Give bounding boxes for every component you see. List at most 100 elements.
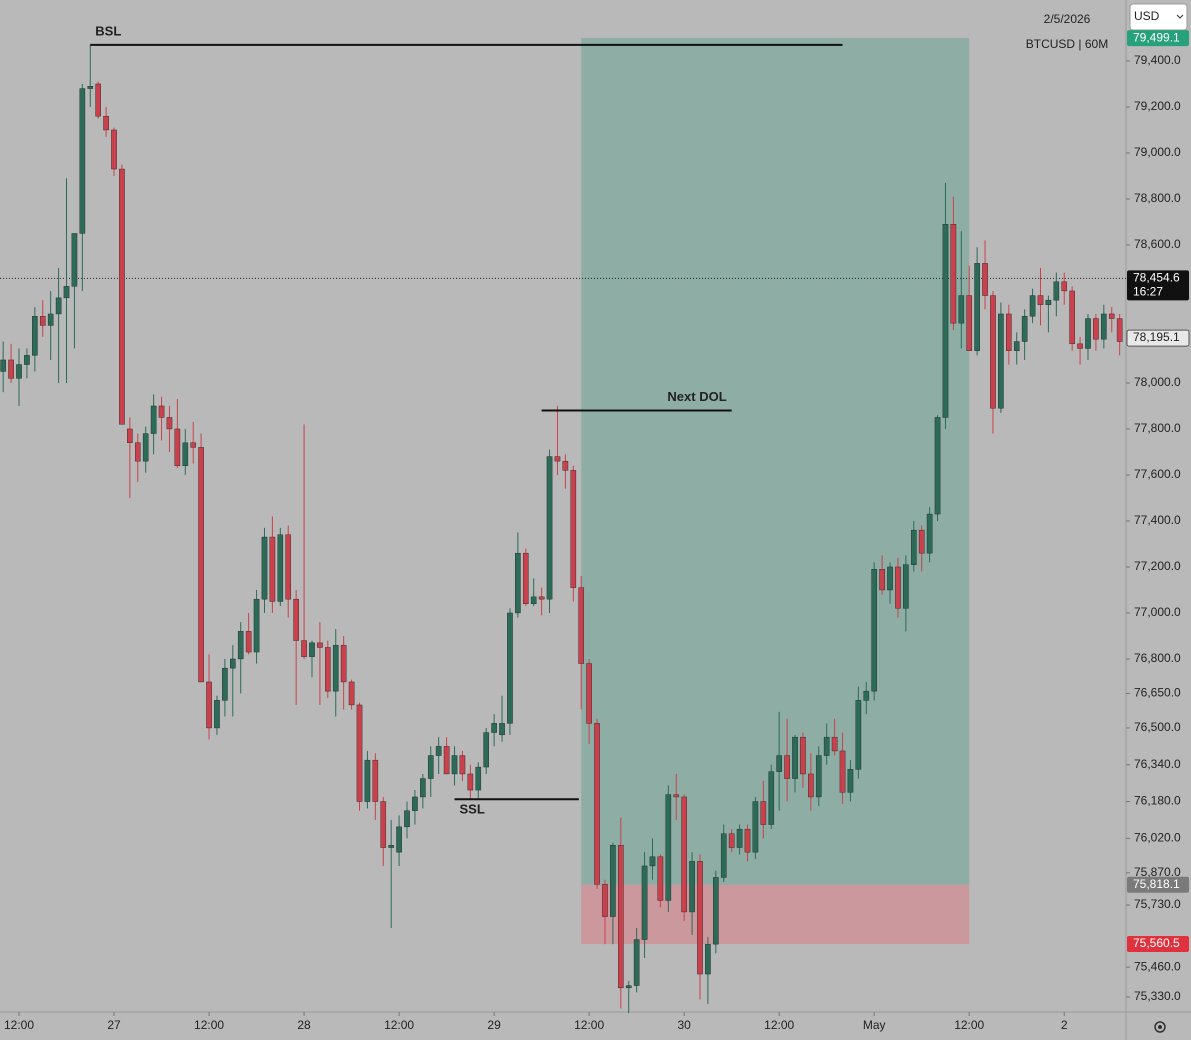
candle-body [665,794,672,901]
y-tick-label: 75,870.0 [1134,865,1181,879]
candle-body [784,755,790,779]
candle-body [554,456,561,462]
price-tag-time: 16:27 [1133,285,1163,299]
candle-body [340,644,347,683]
candle-body [388,845,394,848]
date: 2/5/2026 [1044,12,1091,26]
settings-icon[interactable] [1154,1021,1166,1033]
candle-body [1108,313,1115,319]
currency-box[interactable] [1129,3,1188,31]
candle-body [119,168,125,425]
y-tick-label: 76,800.0 [1134,651,1181,665]
candle-body [317,642,323,648]
currency-select[interactable]: USD [1129,3,1188,31]
candle-body [570,470,577,588]
x-tick-label: 12:00 [764,1018,794,1032]
candle-body [1085,318,1091,349]
candle-body [910,529,917,565]
candle-body [206,681,212,729]
candle-body [111,129,117,170]
currency[interactable]: USD [1134,9,1160,23]
y-tick-label: 78,000.0 [1134,375,1181,389]
candle-body [348,681,355,706]
y-tick-label: 78,600.0 [1134,237,1181,251]
candle-body [831,736,838,752]
candle-body [966,295,973,351]
y-tick-label: 77,000.0 [1134,605,1181,619]
y-tick-label: 76,650.0 [1134,686,1181,700]
price-tag-label: 78,454.6 [1133,271,1180,285]
candle-body [823,736,830,756]
candle-body [174,428,181,466]
candle-body [1013,341,1020,351]
candle-body [926,513,933,554]
price-tag [1127,876,1189,893]
y-tick-label: 75,460.0 [1134,959,1181,973]
candle-body [950,224,957,324]
candle-body [230,658,236,669]
price-tag-label: 78,195.1 [1133,330,1180,344]
candle-body [459,755,466,775]
candle-body [649,856,656,867]
settings-icon-center[interactable] [1158,1025,1162,1029]
candle-body [467,773,474,791]
candle-body [895,566,901,609]
candle-body [578,587,585,664]
candle-body [879,569,885,591]
candle-body [166,417,173,430]
settings-button[interactable] [1154,1021,1166,1033]
candle-body [237,631,244,660]
candle-body [1021,316,1028,342]
candle-body [507,612,513,724]
price-tag [1126,329,1190,347]
candle-body [903,564,909,609]
candle-body [839,750,846,793]
candle-body [673,794,680,798]
price-tag-label: 79,499.1 [1133,30,1180,44]
y-tick-label: 77,800.0 [1134,421,1181,435]
y-tick-label: 77,600.0 [1134,467,1181,481]
candle-body [380,801,387,848]
candle-body [871,569,877,692]
y-tick-label: 79,200.0 [1134,99,1181,113]
candle-body [958,295,965,324]
y-tick-label: 79,000.0 [1134,145,1181,159]
candle-body [24,355,30,365]
y-tick-label: 78,800.0 [1134,191,1181,205]
x-tick-label: 12:00 [384,1018,414,1032]
level-label: Next DOL [667,389,726,404]
x-tick-label: 12:00 [4,1018,34,1032]
candle-body [16,364,22,379]
candle-body [412,796,418,811]
candle-body [253,598,260,653]
y-tick-label: 76,500.0 [1134,720,1181,734]
candle-body [1069,290,1075,345]
candle-body [515,552,521,614]
candle-body [301,640,307,657]
candle-body [293,598,299,641]
candle-body [134,442,141,462]
candle-body [713,877,719,945]
candle-body [103,115,109,131]
x-tick-label: 30 [677,1018,691,1032]
candle-body [1061,281,1068,292]
candle-body [87,86,94,89]
price-tag-label: 75,560.5 [1133,936,1180,950]
candle-body [245,631,252,653]
candle-body [633,939,640,986]
level-label: BSL [95,23,121,38]
candle-body [720,833,727,878]
x-tick-label: 12:00 [574,1018,604,1032]
candle-body [768,771,775,825]
candle-body [79,88,86,234]
candle-body [800,736,806,775]
candle-body [1006,313,1012,351]
candle-body [222,667,228,701]
candle-body [332,644,339,692]
candle-body [325,647,331,692]
candle-body [285,534,292,600]
chevron[interactable] [1176,14,1184,19]
candle-body [990,295,996,409]
x-tick-label: 27 [107,1018,121,1032]
candle-body [538,596,545,600]
